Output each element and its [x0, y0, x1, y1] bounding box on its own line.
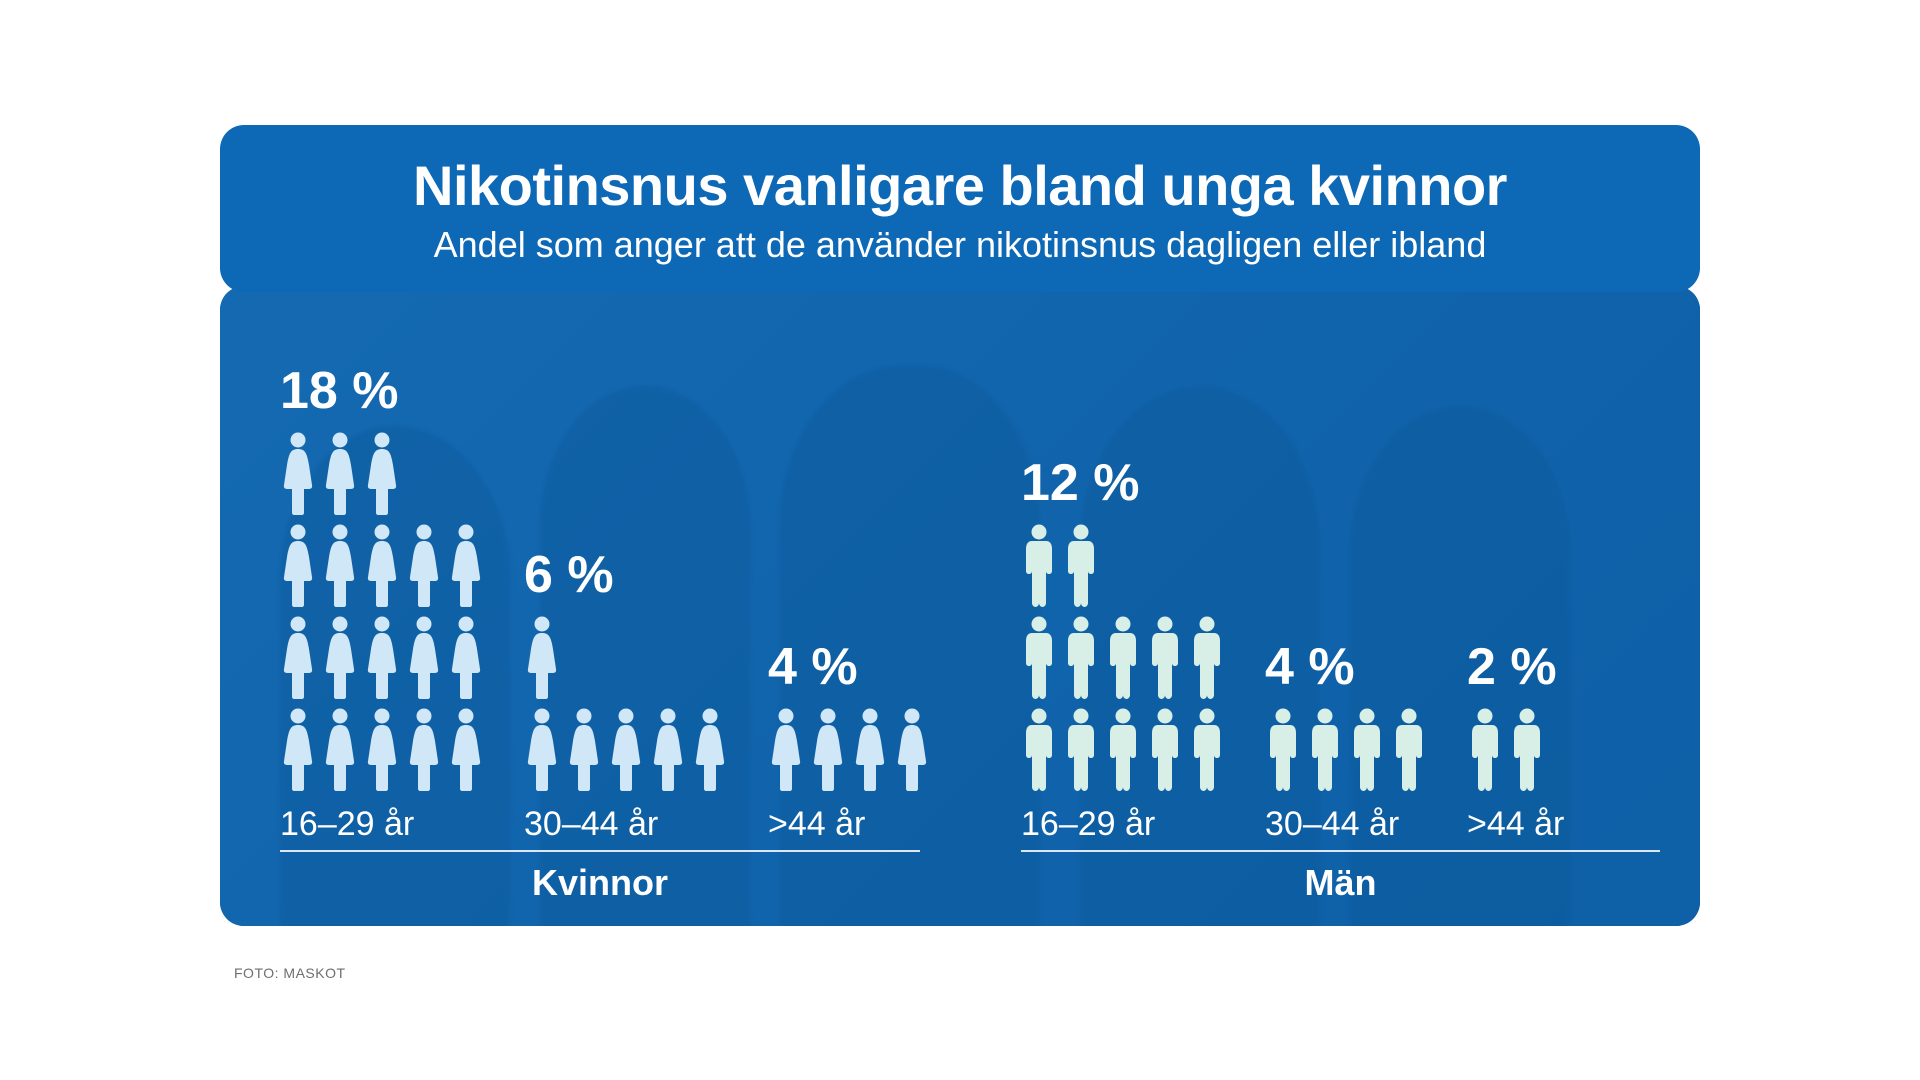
percentage-value: 4 % — [1265, 637, 1355, 697]
person-female-icon — [280, 431, 316, 515]
pictogram-stack — [1265, 707, 1427, 791]
person-female-icon — [692, 707, 728, 791]
person-female-icon — [768, 707, 804, 791]
person-female-icon — [852, 707, 888, 791]
pictogram-row — [280, 615, 484, 699]
pictogram-row — [524, 707, 728, 791]
pictogram-row — [1021, 615, 1225, 699]
age-label: >44 år — [1467, 805, 1564, 844]
pictogram-row — [1021, 707, 1225, 791]
person-male-icon — [1349, 707, 1385, 791]
person-male-icon — [1391, 707, 1427, 791]
pictogram-stack — [280, 431, 484, 791]
pictogram-stack — [524, 615, 728, 791]
person-female-icon — [280, 707, 316, 791]
person-female-icon — [448, 523, 484, 607]
pictogram-stack — [1467, 707, 1545, 791]
person-female-icon — [364, 707, 400, 791]
person-female-icon — [322, 431, 358, 515]
person-male-icon — [1021, 615, 1057, 699]
percentage-value: 2 % — [1467, 637, 1557, 697]
pictogram-row — [280, 523, 484, 607]
person-male-icon — [1509, 707, 1545, 791]
title: Nikotinsnus vanligare bland unga kvinnor — [276, 153, 1644, 218]
person-male-icon — [1147, 615, 1183, 699]
percentage-value: 4 % — [768, 637, 858, 697]
person-female-icon — [524, 707, 560, 791]
age-label: >44 år — [768, 805, 865, 844]
person-female-icon — [448, 615, 484, 699]
age-group: 18 % — [280, 361, 484, 844]
age-group: 2 % >44 år — [1467, 637, 1564, 844]
gender-rule — [1021, 850, 1660, 852]
person-female-icon — [280, 523, 316, 607]
person-male-icon — [1021, 523, 1057, 607]
pictogram-stack — [1021, 523, 1225, 791]
person-female-icon — [524, 615, 560, 699]
person-female-icon — [280, 615, 316, 699]
percentage-value: 12 % — [1021, 453, 1140, 513]
gender-rule — [280, 850, 920, 852]
person-female-icon — [364, 615, 400, 699]
panel-man: 12 % 16–29 år 4 % — [960, 286, 1700, 926]
age-group: 6 % 30–44 år — [524, 545, 728, 844]
age-group: 4 % >44 år — [768, 637, 930, 844]
panel-kvinnor: 18 % — [220, 286, 960, 926]
photo-credit: FOTO: MASKOT — [234, 965, 346, 981]
person-female-icon — [322, 615, 358, 699]
pictogram-row — [1265, 707, 1427, 791]
pictogram-row — [524, 615, 728, 699]
pictogram-row — [280, 707, 484, 791]
pictogram-row — [768, 707, 930, 791]
person-male-icon — [1265, 707, 1301, 791]
person-female-icon — [322, 523, 358, 607]
age-label: 30–44 år — [524, 805, 658, 844]
person-male-icon — [1147, 707, 1183, 791]
age-group: 12 % 16–29 år — [1021, 453, 1225, 844]
person-female-icon — [364, 431, 400, 515]
age-label: 16–29 år — [280, 805, 414, 844]
header-banner: Nikotinsnus vanligare bland unga kvinnor… — [220, 125, 1700, 292]
groups-row: 12 % 16–29 år 4 % — [1021, 318, 1660, 844]
person-male-icon — [1063, 707, 1099, 791]
gender-label: Kvinnor — [280, 862, 920, 904]
person-male-icon — [1063, 615, 1099, 699]
person-male-icon — [1105, 615, 1141, 699]
person-male-icon — [1189, 707, 1225, 791]
percentage-value: 6 % — [524, 545, 614, 605]
age-group: 4 % 30–44 år — [1265, 637, 1427, 844]
infographic-card: Nikotinsnus vanligare bland unga kvinnor… — [220, 125, 1700, 955]
person-female-icon — [894, 707, 930, 791]
infographic-body: 18 % — [220, 286, 1700, 926]
person-female-icon — [406, 707, 442, 791]
subtitle: Andel som anger att de använder nikotins… — [276, 224, 1644, 266]
person-female-icon — [650, 707, 686, 791]
person-male-icon — [1063, 523, 1099, 607]
pictogram-stack — [768, 707, 930, 791]
person-male-icon — [1307, 707, 1343, 791]
person-male-icon — [1105, 707, 1141, 791]
person-female-icon — [364, 523, 400, 607]
age-label: 30–44 år — [1265, 805, 1399, 844]
person-male-icon — [1189, 615, 1225, 699]
person-female-icon — [566, 707, 602, 791]
person-female-icon — [810, 707, 846, 791]
pictogram-row — [280, 431, 484, 515]
person-female-icon — [406, 523, 442, 607]
person-female-icon — [608, 707, 644, 791]
person-female-icon — [448, 707, 484, 791]
person-female-icon — [406, 615, 442, 699]
pictogram-row — [1021, 523, 1225, 607]
person-female-icon — [322, 707, 358, 791]
pictogram-row — [1467, 707, 1545, 791]
person-male-icon — [1021, 707, 1057, 791]
person-male-icon — [1467, 707, 1503, 791]
age-label: 16–29 år — [1021, 805, 1155, 844]
gender-label: Män — [1021, 862, 1660, 904]
groups-row: 18 % — [280, 318, 920, 844]
percentage-value: 18 % — [280, 361, 399, 421]
